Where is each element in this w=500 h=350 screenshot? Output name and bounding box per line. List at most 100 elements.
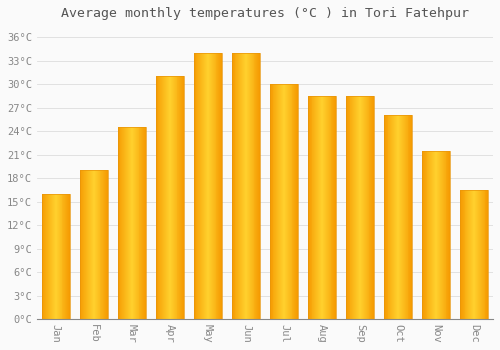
Bar [49,194,50,320]
Bar [162,76,163,320]
Bar [482,190,484,320]
Bar [484,190,486,320]
Bar [403,116,404,320]
Bar [96,170,98,320]
Bar [282,84,283,320]
Bar [58,194,59,320]
Bar [232,53,234,320]
Bar [214,53,216,320]
Bar [355,96,356,320]
Bar [460,190,462,320]
Bar [297,84,298,320]
Bar [66,194,67,320]
Bar [283,84,284,320]
Bar [366,96,368,320]
Bar [205,53,206,320]
Bar [51,194,52,320]
Bar [208,53,209,320]
Bar [44,194,46,320]
Bar [194,53,222,320]
Bar [408,116,410,320]
Bar [422,151,424,320]
Bar [176,76,178,320]
Bar [134,127,136,320]
Bar [211,53,212,320]
Bar [296,84,297,320]
Bar [136,127,138,320]
Bar [142,127,144,320]
Bar [399,116,400,320]
Bar [55,194,56,320]
Bar [475,190,476,320]
Bar [390,116,392,320]
Bar [249,53,250,320]
Bar [46,194,48,320]
Bar [216,53,218,320]
Bar [325,96,326,320]
Bar [194,53,196,320]
Bar [372,96,374,320]
Bar [406,116,408,320]
Bar [48,194,49,320]
Bar [107,170,108,320]
Bar [468,190,469,320]
Bar [221,53,222,320]
Bar [156,76,184,320]
Bar [319,96,320,320]
Bar [362,96,363,320]
Bar [326,96,328,320]
Bar [88,170,89,320]
Bar [204,53,205,320]
Bar [86,170,87,320]
Bar [286,84,287,320]
Bar [69,194,70,320]
Bar [384,116,386,320]
Bar [118,127,146,320]
Bar [430,151,432,320]
Bar [156,76,158,320]
Bar [285,84,286,320]
Bar [316,96,317,320]
Bar [470,190,471,320]
Bar [363,96,364,320]
Bar [281,84,282,320]
Bar [201,53,202,320]
Bar [422,151,450,320]
Bar [206,53,207,320]
Bar [93,170,94,320]
Bar [364,96,366,320]
Bar [100,170,102,320]
Bar [56,194,57,320]
Bar [106,170,107,320]
Bar [90,170,91,320]
Bar [284,84,285,320]
Bar [87,170,88,320]
Bar [314,96,316,320]
Bar [42,194,43,320]
Bar [462,190,464,320]
Bar [272,84,274,320]
Bar [166,76,167,320]
Bar [57,194,58,320]
Bar [473,190,474,320]
Bar [104,170,105,320]
Bar [436,151,437,320]
Bar [92,170,93,320]
Bar [42,194,70,320]
Bar [145,127,146,320]
Bar [130,127,131,320]
Bar [280,84,281,320]
Bar [346,96,348,320]
Bar [138,127,140,320]
Bar [54,194,55,320]
Bar [64,194,66,320]
Bar [89,170,90,320]
Bar [323,96,324,320]
Bar [478,190,479,320]
Bar [259,53,260,320]
Bar [174,76,176,320]
Bar [241,53,242,320]
Bar [424,151,426,320]
Bar [82,170,84,320]
Bar [402,116,403,320]
